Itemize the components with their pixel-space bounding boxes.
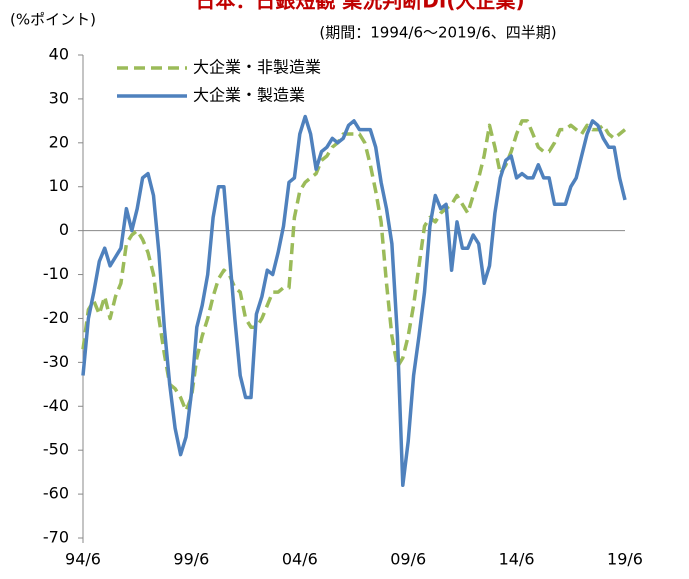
y-tick-label: -70 [43, 528, 69, 547]
y-tick-label: 30 [49, 88, 69, 107]
y-tick-label: -60 [43, 484, 69, 503]
y-tick-label: -20 [43, 308, 69, 327]
x-tick-label: 09/6 [390, 550, 426, 569]
y-tick-label: -50 [43, 440, 69, 459]
x-tick-label: 04/6 [282, 550, 318, 569]
y-tick-label: 40 [49, 45, 69, 64]
x-tick-label: 99/6 [173, 550, 209, 569]
y-tick-label: 0 [59, 220, 69, 239]
chart-title: 日本：日銀短観 業況判断DI(大企業) [195, 0, 524, 13]
y-tick-label: -40 [43, 396, 69, 415]
y-tick-label: 20 [49, 132, 69, 151]
y-axis-label: (%ポイント) [10, 11, 96, 29]
chart-subtitle: (期間：1994/6～2019/6、四半期) [319, 24, 556, 42]
x-tick-label: 19/6 [607, 550, 643, 569]
y-tick-label: 10 [49, 176, 69, 195]
x-tick-label: 14/6 [499, 550, 535, 569]
series-line [81, 114, 627, 488]
x-tick-label: 94/6 [65, 550, 101, 569]
legend-label: 大企業・製造業 [193, 86, 305, 105]
y-tick-label: -30 [43, 352, 69, 371]
series-line [81, 119, 627, 413]
y-tick-label: -10 [43, 264, 69, 283]
legend-label: 大企業・非製造業 [193, 58, 321, 77]
